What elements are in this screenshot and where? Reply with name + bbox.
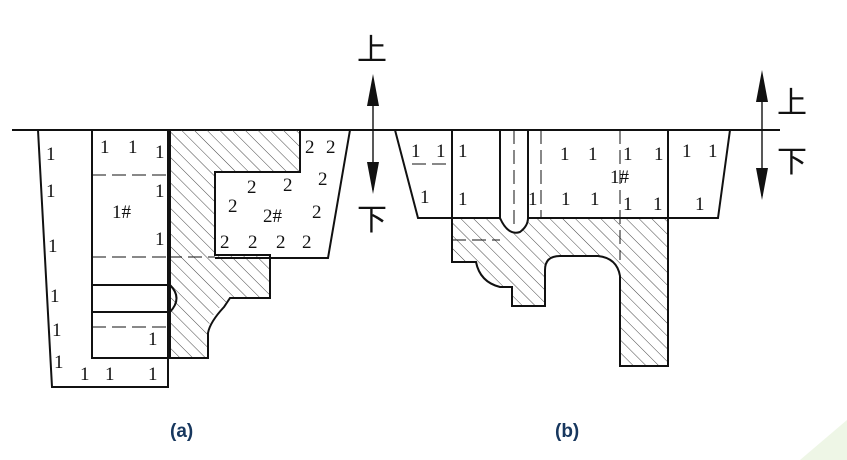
mark-a-core1: 1 <box>148 329 158 350</box>
arrow-down-icon <box>756 168 768 200</box>
slot-b <box>499 130 529 234</box>
mark-a-core1: 1 <box>155 142 165 163</box>
right-block-b <box>667 129 731 219</box>
mark-a-core2: 2 <box>276 232 286 253</box>
mark-b: 1 <box>682 141 692 162</box>
down-label: 下 <box>777 145 807 180</box>
figure-a: 1 1 1 1 1 1 1 1 1 1 1 1 1 1 1 1# 2 2 2 2… <box>37 129 352 388</box>
mark-b: 1 <box>654 144 664 165</box>
mark-a-outer: 1 <box>80 364 90 385</box>
mark-b: 1 <box>420 187 430 208</box>
mark-a-core2: 2 <box>228 196 238 217</box>
arrow-up-icon <box>756 70 768 102</box>
mark-b: 1 <box>588 144 598 165</box>
mark-b: 1 <box>561 189 571 210</box>
mark-b: 1 <box>411 141 421 162</box>
mark-b: 1 <box>653 194 663 215</box>
mark-a-outer: 1 <box>148 364 158 385</box>
mark-b: 1 <box>560 144 570 165</box>
mark-b: 1 <box>590 189 600 210</box>
mark-a-core2: 2 <box>318 169 328 190</box>
arrow-up-icon <box>367 74 379 106</box>
mark-b: 1 <box>695 194 705 215</box>
figure-b: 1 1 1 1 1 1 1 1 1 1 1 1 1 1 1 1 1 1# <box>394 129 731 367</box>
mark-a-core1: 1 <box>100 137 110 158</box>
casting-a-outline <box>170 130 301 359</box>
mark-b: 1 <box>708 141 718 162</box>
mark-a-core2: 2 <box>302 232 312 253</box>
mark-a-core2: 2 <box>312 202 322 223</box>
mark-b: 1 <box>436 141 446 162</box>
arrow-down-icon <box>367 162 379 194</box>
core-1-a-rounded-boss <box>169 284 178 313</box>
core-2-label-a: 2# <box>263 206 283 227</box>
mark-b: 1 <box>458 189 468 210</box>
mark-a-outer: 1 <box>46 181 56 202</box>
mark-a-core1: 1 <box>128 137 138 158</box>
mark-a-core2: 2 <box>305 137 315 158</box>
mark-a-outer: 1 <box>50 286 60 307</box>
up-label: 上 <box>357 33 387 68</box>
corner-decoration <box>800 420 847 460</box>
mark-a-outer: 1 <box>105 364 115 385</box>
down-label: 下 <box>357 203 387 238</box>
core-1-a <box>91 130 171 359</box>
left-block-b <box>394 129 500 219</box>
mark-a-outer: 1 <box>54 352 64 373</box>
direction-arrow-a: 上 下 <box>357 33 387 238</box>
mark-b: 1 <box>623 194 633 215</box>
mark-a-outer: 1 <box>46 144 56 165</box>
core-1-label-a: 1# <box>112 202 132 223</box>
mark-b: 1 <box>528 189 538 210</box>
casting-a-hatch <box>170 130 300 358</box>
mark-a-outer: 1 <box>52 320 62 341</box>
mark-a-core2: 2 <box>247 177 257 198</box>
caption-a: (a) <box>170 421 193 442</box>
direction-arrow-b: 上 下 <box>756 70 807 200</box>
mark-b: 1 <box>623 144 633 165</box>
mark-a-core1: 1 <box>155 229 165 250</box>
mark-a-core2: 2 <box>326 137 336 158</box>
mark-b: 1 <box>458 141 468 162</box>
mark-a-outer: 1 <box>48 236 58 257</box>
core-2-a <box>215 129 352 259</box>
casting-b-hatch <box>452 218 668 366</box>
caption-b: (b) <box>555 421 579 442</box>
casting-b-outline <box>451 218 669 367</box>
up-label: 上 <box>777 86 807 121</box>
mark-a-core2: 2 <box>283 175 293 196</box>
core-label-b: 1# <box>610 167 630 188</box>
mark-a-core2: 2 <box>248 232 258 253</box>
mark-a-core2: 2 <box>220 232 230 253</box>
mark-a-core1: 1 <box>155 181 165 202</box>
